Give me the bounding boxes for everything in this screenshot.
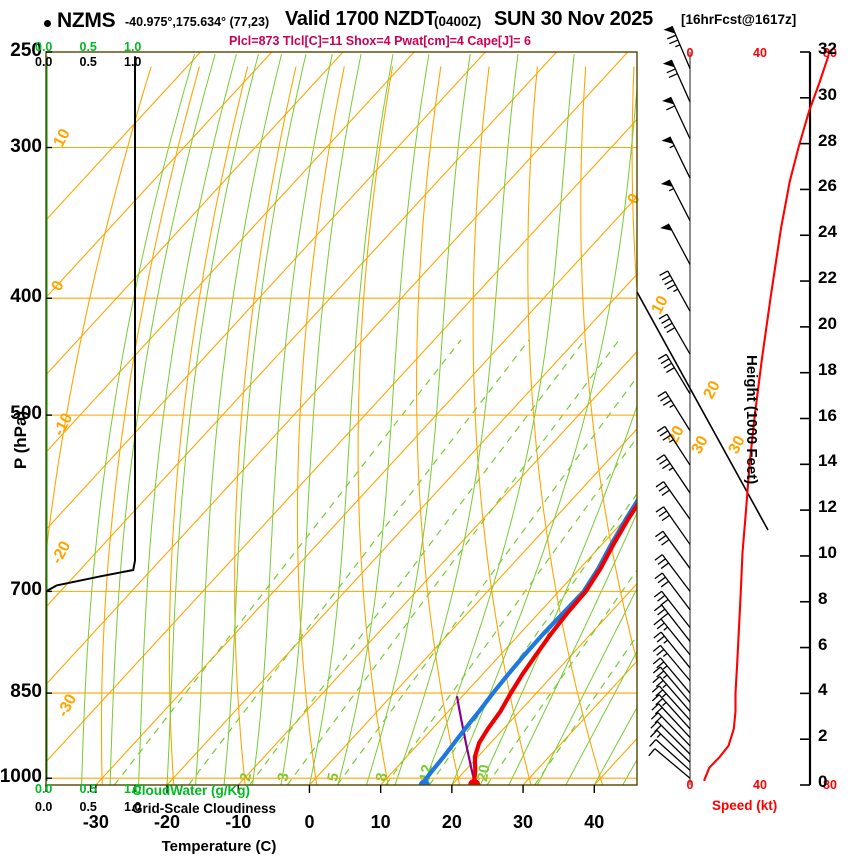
temperature-axis-title: Temperature (C) (0, 838, 850, 855)
svg-text:20: 20 (701, 378, 724, 402)
temperature-tick--20: -20 (154, 812, 181, 832)
height-axis-title: Height (1000 Feet) (743, 355, 760, 485)
speed-tick-bottom-0: 0 (686, 778, 694, 792)
cloudwater-tick-1.0: 1.0 (124, 782, 142, 796)
cloudiness-tick-0.5: 0.5 (79, 800, 97, 814)
height-tick-18: 18 (818, 359, 837, 379)
pressure-tick-1000: 1000 (0, 766, 42, 788)
speed-tick-top-0: 0 (686, 46, 694, 60)
height-tick-10: 10 (818, 542, 837, 562)
height-tick-8: 8 (818, 588, 828, 608)
speed-tick-top-80: 80 (823, 46, 837, 60)
cloudiness-axis-title: Grid-Scale Cloudiness (132, 801, 277, 816)
speed-tick-bottom-40: 40 (753, 778, 767, 792)
cloudiness-tick-0.0: 0.0 (35, 800, 53, 814)
temperature-tick--10: -10 (225, 812, 252, 832)
height-tick-32: 32 (818, 39, 837, 58)
svg-text:10: 10 (649, 293, 672, 317)
svg-text:-30: -30 (55, 691, 81, 719)
speed-axis-title: Speed (kt) (712, 798, 778, 813)
speed-tick-bottom-80: 80 (823, 778, 837, 792)
pressure-tick-400: 400 (10, 286, 42, 308)
svg-text:8: 8 (373, 772, 391, 783)
svg-text:5: 5 (324, 772, 342, 783)
height-tick-22: 22 (818, 268, 837, 288)
temperature-tick-40: 40 (584, 812, 605, 832)
height-tick-16: 16 (818, 405, 837, 425)
pressure-tick-850: 850 (10, 681, 42, 703)
svg-text:30: 30 (689, 433, 712, 457)
svg-text:0: 0 (625, 191, 644, 207)
pressure-tick-250: 250 (10, 40, 42, 61)
valid-time-utc: (0400Z) (434, 14, 482, 29)
station-dot-icon (44, 20, 51, 27)
cloudiness-tick-1.0: 1.0 (124, 800, 142, 814)
station-name: NZMS (57, 9, 116, 32)
cloudwater-axis-title: CloudWater (g/Kg) (132, 783, 250, 798)
height-tick-20: 20 (818, 313, 837, 333)
temperature-axis-title-text: Temperature (C) (161, 838, 277, 855)
cloudiness-top-tick-0.5: 0.5 (79, 55, 97, 69)
cloudwater-top-tick-0.5: 0.5 (79, 40, 97, 54)
temperature-tick-20: 20 (441, 812, 462, 832)
height-tick-4: 4 (818, 680, 828, 700)
height-tick-30: 30 (818, 84, 837, 104)
height-tick-0: 0 (818, 772, 828, 791)
height-tick-26: 26 (818, 176, 837, 196)
cloudwater-tick-0.5: 0.5 (79, 782, 97, 796)
cloudwater-tick-0.0: 0.0 (35, 782, 53, 796)
pressure-tick-500: 500 (10, 403, 42, 425)
stability-indices-text: Plcl=873 Tlcl[C]=11 Shox=4 Pwat[cm]=4 Ca… (229, 34, 531, 48)
valid-time: Valid 1700 NZDT (285, 8, 437, 30)
svg-text:30: 30 (726, 433, 749, 457)
height-tick-24: 24 (818, 222, 837, 242)
svg-text:10: 10 (51, 126, 74, 150)
cloudwater-top-tick-1.0: 1.0 (124, 40, 142, 54)
svg-text:-20: -20 (49, 538, 75, 566)
temperature-tick-30: 30 (513, 812, 534, 832)
height-tick-2: 2 (818, 726, 828, 746)
svg-text:2: 2 (237, 772, 255, 783)
cloudiness-top-tick-0.0: 0.0 (35, 55, 53, 69)
temperature-tick--30: -30 (82, 812, 109, 832)
height-tick-6: 6 (818, 634, 828, 654)
height-tick-14: 14 (818, 451, 837, 471)
height-tick-12: 12 (818, 497, 837, 517)
pressure-tick-300: 300 (10, 135, 42, 157)
speed-tick-top-40: 40 (753, 46, 767, 60)
pressure-tick-700: 700 (10, 579, 42, 601)
station-coords: -40.975°,175.634° (77,23) (125, 15, 270, 29)
forecast-stamp: [16hrFcst@1617z] (681, 12, 797, 27)
header: NZMS -40.975°,175.634° (77,23) Valid 170… (0, 8, 850, 34)
cloudwater-top-tick-0.0: 0.0 (35, 40, 53, 54)
svg-text:3: 3 (274, 772, 292, 783)
stability-indices: Plcl=873 Tlcl[C]=11 Shox=4 Pwat[cm]=4 Ca… (0, 34, 850, 48)
temperature-tick-10: 10 (370, 812, 391, 832)
height-tick-28: 28 (818, 130, 837, 150)
cloudiness-top-tick-1.0: 1.0 (124, 55, 142, 69)
temperature-tick-0: 0 (304, 812, 315, 832)
pressure-axis-title: P (hPa) (11, 410, 30, 470)
valid-date: SUN 30 Nov 2025 (494, 8, 653, 30)
